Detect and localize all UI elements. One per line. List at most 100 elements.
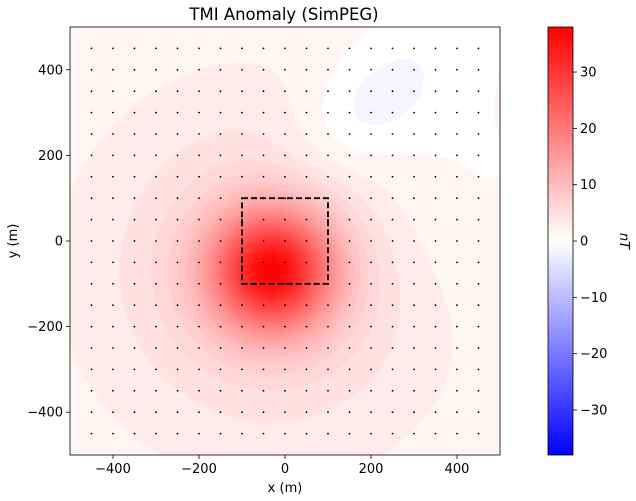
receiver-point [391,240,394,242]
receiver-point [133,175,136,178]
receiver-point [305,432,308,435]
receiver-point [434,240,437,242]
receiver-point [477,240,480,242]
receiver-point [284,111,286,114]
receiver-point [413,411,415,414]
receiver-point [370,368,372,371]
receiver-point [112,261,114,264]
receiver-point [241,218,243,221]
receiver-point [327,432,329,435]
colorbar-tick-label: 0 [580,235,588,250]
receiver-point [198,411,200,414]
receiver-point [198,325,200,328]
colorbar-label: nT [616,233,631,250]
receiver-point [348,133,351,135]
receiver-point [133,389,136,392]
receiver-point [370,197,372,200]
receiver-point [456,368,458,371]
receiver-point [370,325,372,328]
receiver-point [176,47,179,50]
receiver-point [370,47,372,50]
receiver-point [456,47,458,50]
receiver-point [241,175,243,178]
y-tick-label: 0 [55,235,63,250]
receiver-point [90,68,93,71]
receiver-point [112,197,114,200]
receiver-point [241,47,243,50]
receiver-point [305,411,308,414]
receiver-point [413,347,415,349]
colorbar-tick-label: 10 [580,178,597,193]
receiver-point [198,261,200,264]
receiver-point [112,175,114,178]
receiver-point [155,261,157,264]
receiver-point [198,111,200,114]
receiver-point [176,389,179,392]
receiver-point [219,47,222,50]
receiver-point [176,347,179,349]
receiver-point [456,68,458,71]
receiver-point [284,197,286,200]
receiver-point [155,154,157,157]
receiver-point [133,261,136,264]
receiver-point [284,432,286,435]
receiver-point [90,368,93,371]
receiver-point [391,197,394,200]
receiver-point [413,90,415,93]
receiver-point [262,389,265,392]
x-axis: −400 −200 0 200 400 [95,455,469,477]
receiver-point [198,68,200,71]
receiver-point [391,111,394,114]
receiver-point [176,68,179,71]
receiver-point [133,325,136,328]
x-tick-label: 0 [281,462,289,477]
receiver-point [284,325,286,328]
receiver-point [456,154,458,157]
receiver-point [112,325,114,328]
receiver-point [348,304,351,307]
receiver-point [133,282,136,285]
receiver-point [262,68,265,71]
receiver-point [219,197,222,200]
receiver-point [413,432,415,435]
receiver-point [413,175,415,178]
receiver-point [219,218,222,221]
receiver-point [327,154,329,157]
receiver-point [241,133,243,135]
receiver-point [284,90,286,93]
receiver-point [434,304,437,307]
receiver-point [90,304,93,307]
receiver-point [176,197,179,200]
receiver-point [219,175,222,178]
receiver-point [434,90,437,93]
chart-title-group: TMI Anomaly (SimPEG) [188,5,378,24]
receiver-point [176,218,179,221]
receiver-point [327,389,329,392]
receiver-point [155,347,157,349]
receiver-point [284,240,286,242]
receiver-point [456,282,458,285]
receiver-point [284,368,286,371]
receiver-point [370,111,372,114]
receiver-point [305,68,308,71]
receiver-point [477,261,480,264]
receiver-point [477,347,480,349]
receiver-point [219,111,222,114]
receiver-point [327,111,329,114]
receiver-point [112,432,114,435]
colorbar-tick-label: 20 [580,122,597,137]
receiver-point [284,154,286,157]
receiver-point [198,154,200,157]
receiver-point [112,240,114,242]
receiver-point [241,411,243,414]
receiver-point [112,218,114,221]
receiver-point [90,432,93,435]
receiver-point [176,111,179,114]
receiver-point [348,368,351,371]
receiver-point [456,197,458,200]
receiver-point [219,389,222,392]
receiver-point [112,154,114,157]
receiver-point [348,261,351,264]
receiver-point [413,47,415,50]
receiver-point [219,347,222,349]
